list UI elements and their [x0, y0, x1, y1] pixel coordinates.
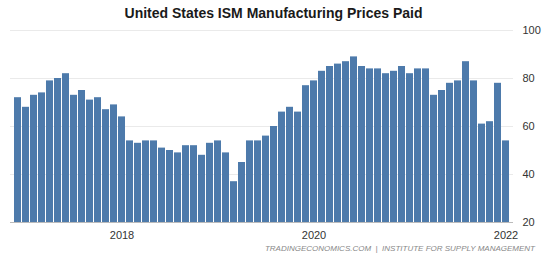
- svg-text:80: 80: [523, 72, 535, 84]
- html-text:TRADINGECONOMICS.COM | INSTITU: TRADINGECONOMICS.COM | INSTITUTE FOR SUP…: [264, 244, 535, 253]
- html-text:United States ISM Manufacturin: United States ISM Manufacturing Prices P…: [124, 5, 423, 21]
- svg-text:20: 20: [523, 216, 535, 228]
- svg-text:2020: 2020: [302, 229, 326, 241]
- svg-text:100: 100: [523, 24, 541, 36]
- svg-text:60: 60: [523, 120, 535, 132]
- svg-text:2022: 2022: [494, 229, 518, 241]
- svg-text:40: 40: [523, 168, 535, 180]
- svg-text:2018: 2018: [110, 229, 134, 241]
